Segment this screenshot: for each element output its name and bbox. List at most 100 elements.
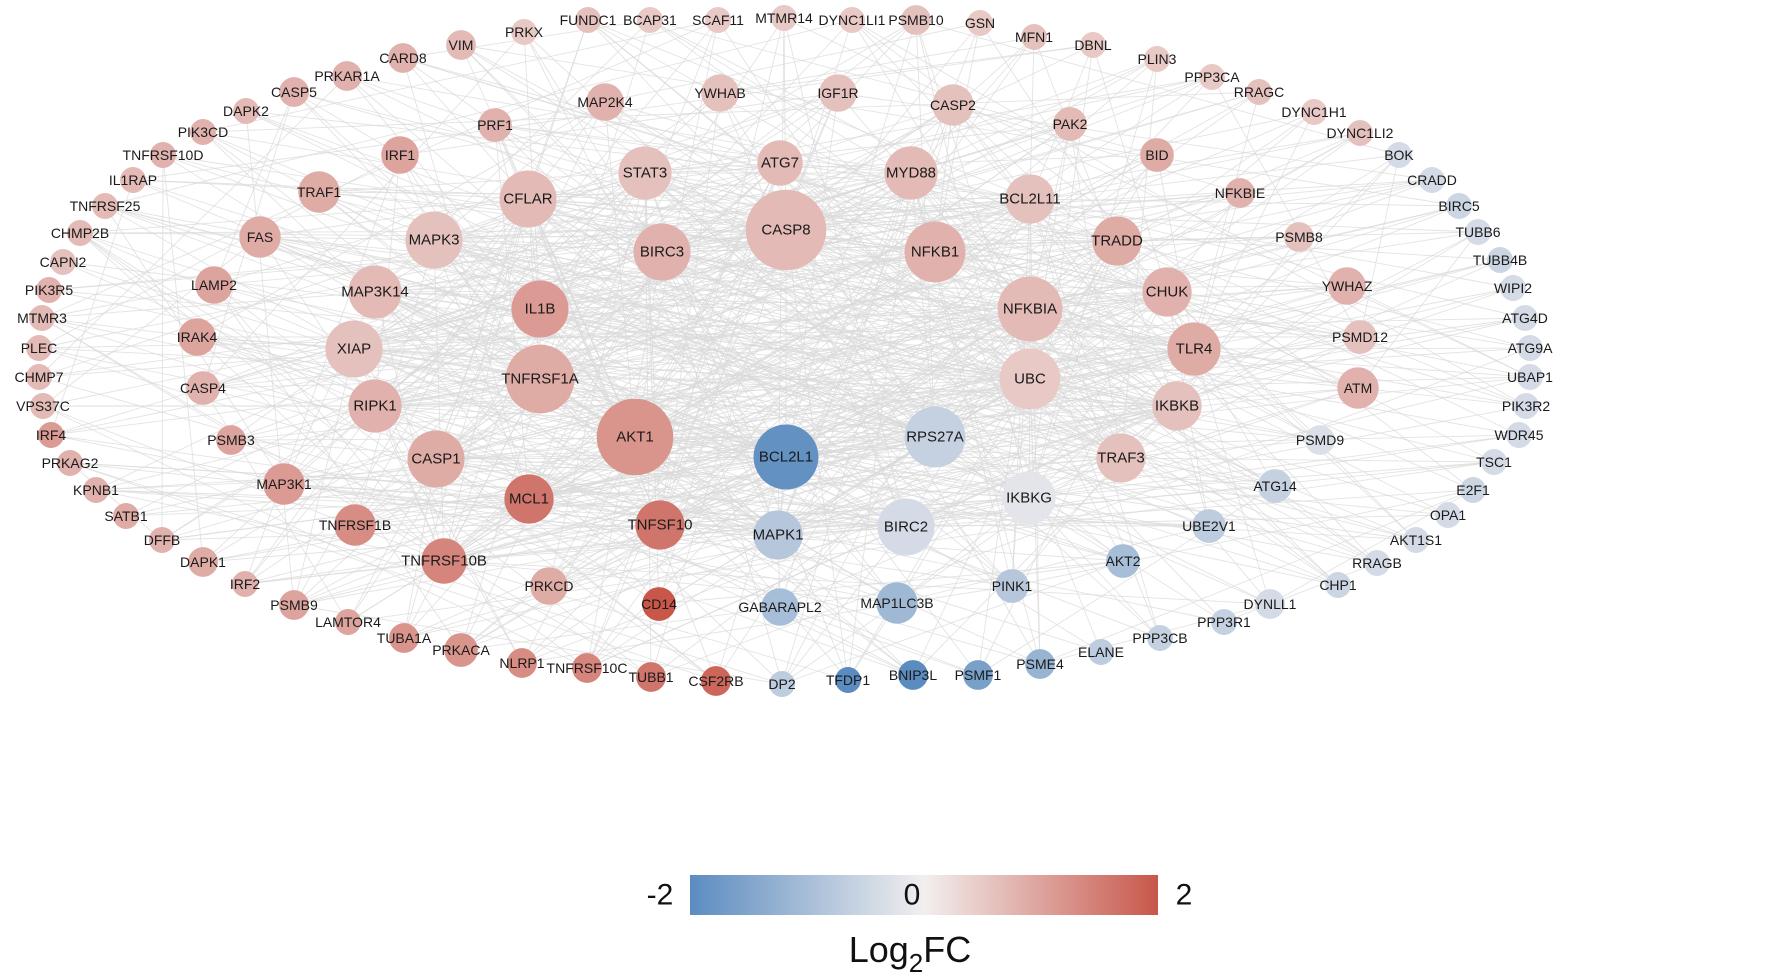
network-edge [1357, 387, 1527, 407]
network-edge [785, 456, 1030, 499]
network-edge [259, 236, 787, 458]
network-edge [213, 284, 462, 651]
node-nlrp1: NLRP1 [499, 648, 545, 678]
node-circle [381, 136, 419, 174]
node-map1lc3b: MAP1LC3B [860, 582, 934, 624]
network-edge [213, 284, 376, 407]
node-label: PRKAG2 [42, 455, 99, 471]
node-label: MAP3K14 [341, 284, 409, 301]
node-mfn1: MFN1 [1015, 24, 1053, 50]
network-edge [354, 111, 1315, 526]
network-edge [293, 91, 401, 156]
node-circle [877, 498, 935, 556]
network-edge [1166, 205, 1460, 293]
node-label: TNFRSF10C [547, 660, 628, 676]
node-circle [1465, 219, 1491, 245]
node-label: TUBB4B [1473, 252, 1527, 268]
network-edge [659, 497, 1030, 526]
node-label: CRADD [1407, 172, 1457, 188]
node-circle [38, 422, 64, 448]
node-circle [995, 569, 1029, 603]
node-circle [1343, 320, 1377, 354]
node-rragc: RRAGC [1234, 79, 1284, 105]
node-circle [1513, 393, 1539, 419]
node-label: PPP3CA [1184, 69, 1240, 85]
node-bok: BOK [1384, 142, 1414, 168]
network-edge [433, 239, 1417, 541]
network-edge [494, 124, 912, 174]
network-edge [1176, 285, 1348, 407]
node-circle [298, 171, 340, 213]
node-circle [635, 500, 685, 550]
network-edge [650, 347, 1531, 678]
node-label: BIRC5 [1438, 198, 1479, 214]
node-circle [67, 220, 93, 246]
network-edge [1029, 198, 1041, 665]
node-label: UBE2V1 [1182, 518, 1236, 534]
node-label: OPA1 [1430, 507, 1467, 523]
network-edge [374, 291, 787, 458]
node-circle [1211, 609, 1237, 635]
node-elane: ELANE [1078, 639, 1124, 665]
node-label: CHMP2B [51, 225, 109, 241]
node-label: CSF2RB [688, 673, 743, 689]
network-edge [521, 405, 1178, 664]
network-edge [785, 58, 1158, 231]
network-edge [443, 560, 849, 681]
node-label: VIM [449, 37, 474, 53]
network-edge [523, 31, 541, 310]
network-edge [196, 101, 606, 338]
node-label: TNFRSF10B [401, 553, 487, 570]
node-gabarapl2: GABARAPL2 [738, 588, 822, 626]
node-circle [575, 7, 601, 33]
node-label: ELANE [1078, 644, 1124, 660]
network-edge [1029, 198, 1178, 407]
network-edge [41, 317, 198, 338]
node-psme4: PSME4 [1016, 649, 1064, 679]
node-circle [932, 84, 974, 126]
node-irak4: IRAK4 [177, 318, 217, 356]
node-label: IL1RAP [109, 172, 157, 188]
network-edge [374, 405, 445, 562]
network-edge [50, 179, 134, 436]
node-label: RPS27A [906, 429, 964, 446]
network-edge [777, 378, 1031, 536]
node-circle [233, 98, 259, 124]
node-label: PSMF1 [955, 667, 1002, 683]
node-vps37c: VPS37C [16, 393, 70, 419]
node-ppp3ca: PPP3CA [1184, 64, 1240, 90]
node-dync1li2: DYNC1LI2 [1327, 120, 1394, 146]
node-dbnl: DBNL [1074, 32, 1112, 58]
network-edge [42, 405, 445, 562]
network-edge [785, 291, 1168, 458]
node-circle [507, 648, 537, 678]
node-label: PIK3CD [178, 124, 229, 140]
node-tnfrsf10c: TNFRSF10C [547, 653, 628, 683]
network-edge [1028, 240, 1118, 499]
node-tubb1: TUBB1 [628, 662, 674, 692]
node-label: RRAGB [1352, 555, 1402, 571]
network-edge [213, 91, 295, 286]
node-label: TUBB1 [628, 669, 673, 685]
node-label: YWHAZ [1322, 278, 1373, 294]
node-layer: FUNDC1 BCAP31 SCAF11 MTMR14 DYNC1LI1 PSMB10 GS… [14, 5, 1553, 697]
node-label: MAPK3 [409, 232, 460, 249]
node-label: IKBKB [1155, 398, 1199, 415]
node-label: MAP3K1 [256, 476, 311, 492]
network-edge [1029, 198, 1195, 350]
node-circle [446, 30, 476, 60]
network-edge [433, 239, 663, 253]
node-circle [1088, 639, 1114, 665]
node-label: TUBA1A [377, 630, 432, 646]
network-edge [1029, 36, 1035, 200]
node-chuk: CHUK [1142, 267, 1192, 317]
node-label: TFDP1 [826, 672, 871, 688]
node-label: BOK [1384, 147, 1414, 163]
node-label: IGF1R [817, 85, 858, 101]
node-bnip3l: BNIP3L [889, 660, 937, 690]
node-casp4: CASP4 [180, 371, 226, 405]
node-label: SATB1 [104, 508, 148, 524]
node-tlr4: TLR4 [1167, 322, 1221, 376]
node-circle [30, 393, 56, 419]
